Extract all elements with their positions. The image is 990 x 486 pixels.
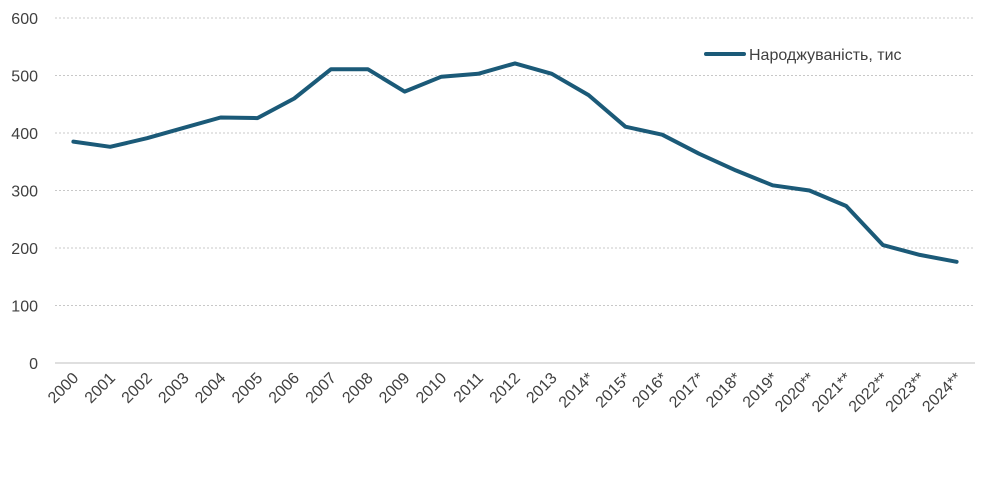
x-tick-label: 2021** [809,370,855,416]
y-tick-label: 400 [11,126,38,143]
x-tick-label: 2011 [451,370,487,406]
gridlines [55,17,975,364]
x-tick-label: 2006 [266,370,303,407]
y-tick-label: 200 [11,241,38,258]
x-tick-label: 2013 [523,370,560,407]
series-line [71,61,959,264]
x-tick-label: 2001 [82,370,119,407]
x-tick-label: 2023** [883,370,929,416]
x-tick-label: 2009 [376,370,413,407]
y-tick-label: 100 [11,299,38,316]
legend: Народжуваність, тис [704,47,902,64]
x-tick-label: 2000 [45,370,82,407]
x-tick-label: 2016* [629,370,671,412]
x-tick-label: 2017* [666,370,708,412]
x-tick-label: 2005 [229,370,266,407]
y-axis-ticks: 0 100 200 300 400 500 600 [11,11,38,373]
x-tick-label: 2015* [593,370,635,412]
x-tick-label: 2018* [703,370,745,412]
series-lines [71,61,959,264]
x-tick-label: 2014* [556,370,598,412]
y-tick-label: 600 [11,11,38,28]
x-axis-ticks: 2000 2001 2002 2003 2004 2005 2006 2007 2008 2009… [45,370,965,416]
y-tick-label: 300 [11,184,38,201]
x-tick-label: 2020** [772,370,818,416]
legend-label: Народжуваність, тис [749,47,902,64]
x-tick-label: 2010 [413,370,450,407]
x-tick-label: 2004 [192,370,229,407]
y-tick-label: 500 [11,69,38,86]
x-tick-label: 2008 [339,370,376,407]
x-tick-label: 2024** [919,370,965,416]
x-tick-label: 2002 [119,370,156,407]
y-tick-label: 0 [29,356,38,373]
x-tick-label: 2012 [487,370,524,407]
x-tick-label: 2007 [303,370,340,407]
x-tick-label: 2022** [846,370,892,416]
x-tick-label: 2003 [155,370,192,407]
